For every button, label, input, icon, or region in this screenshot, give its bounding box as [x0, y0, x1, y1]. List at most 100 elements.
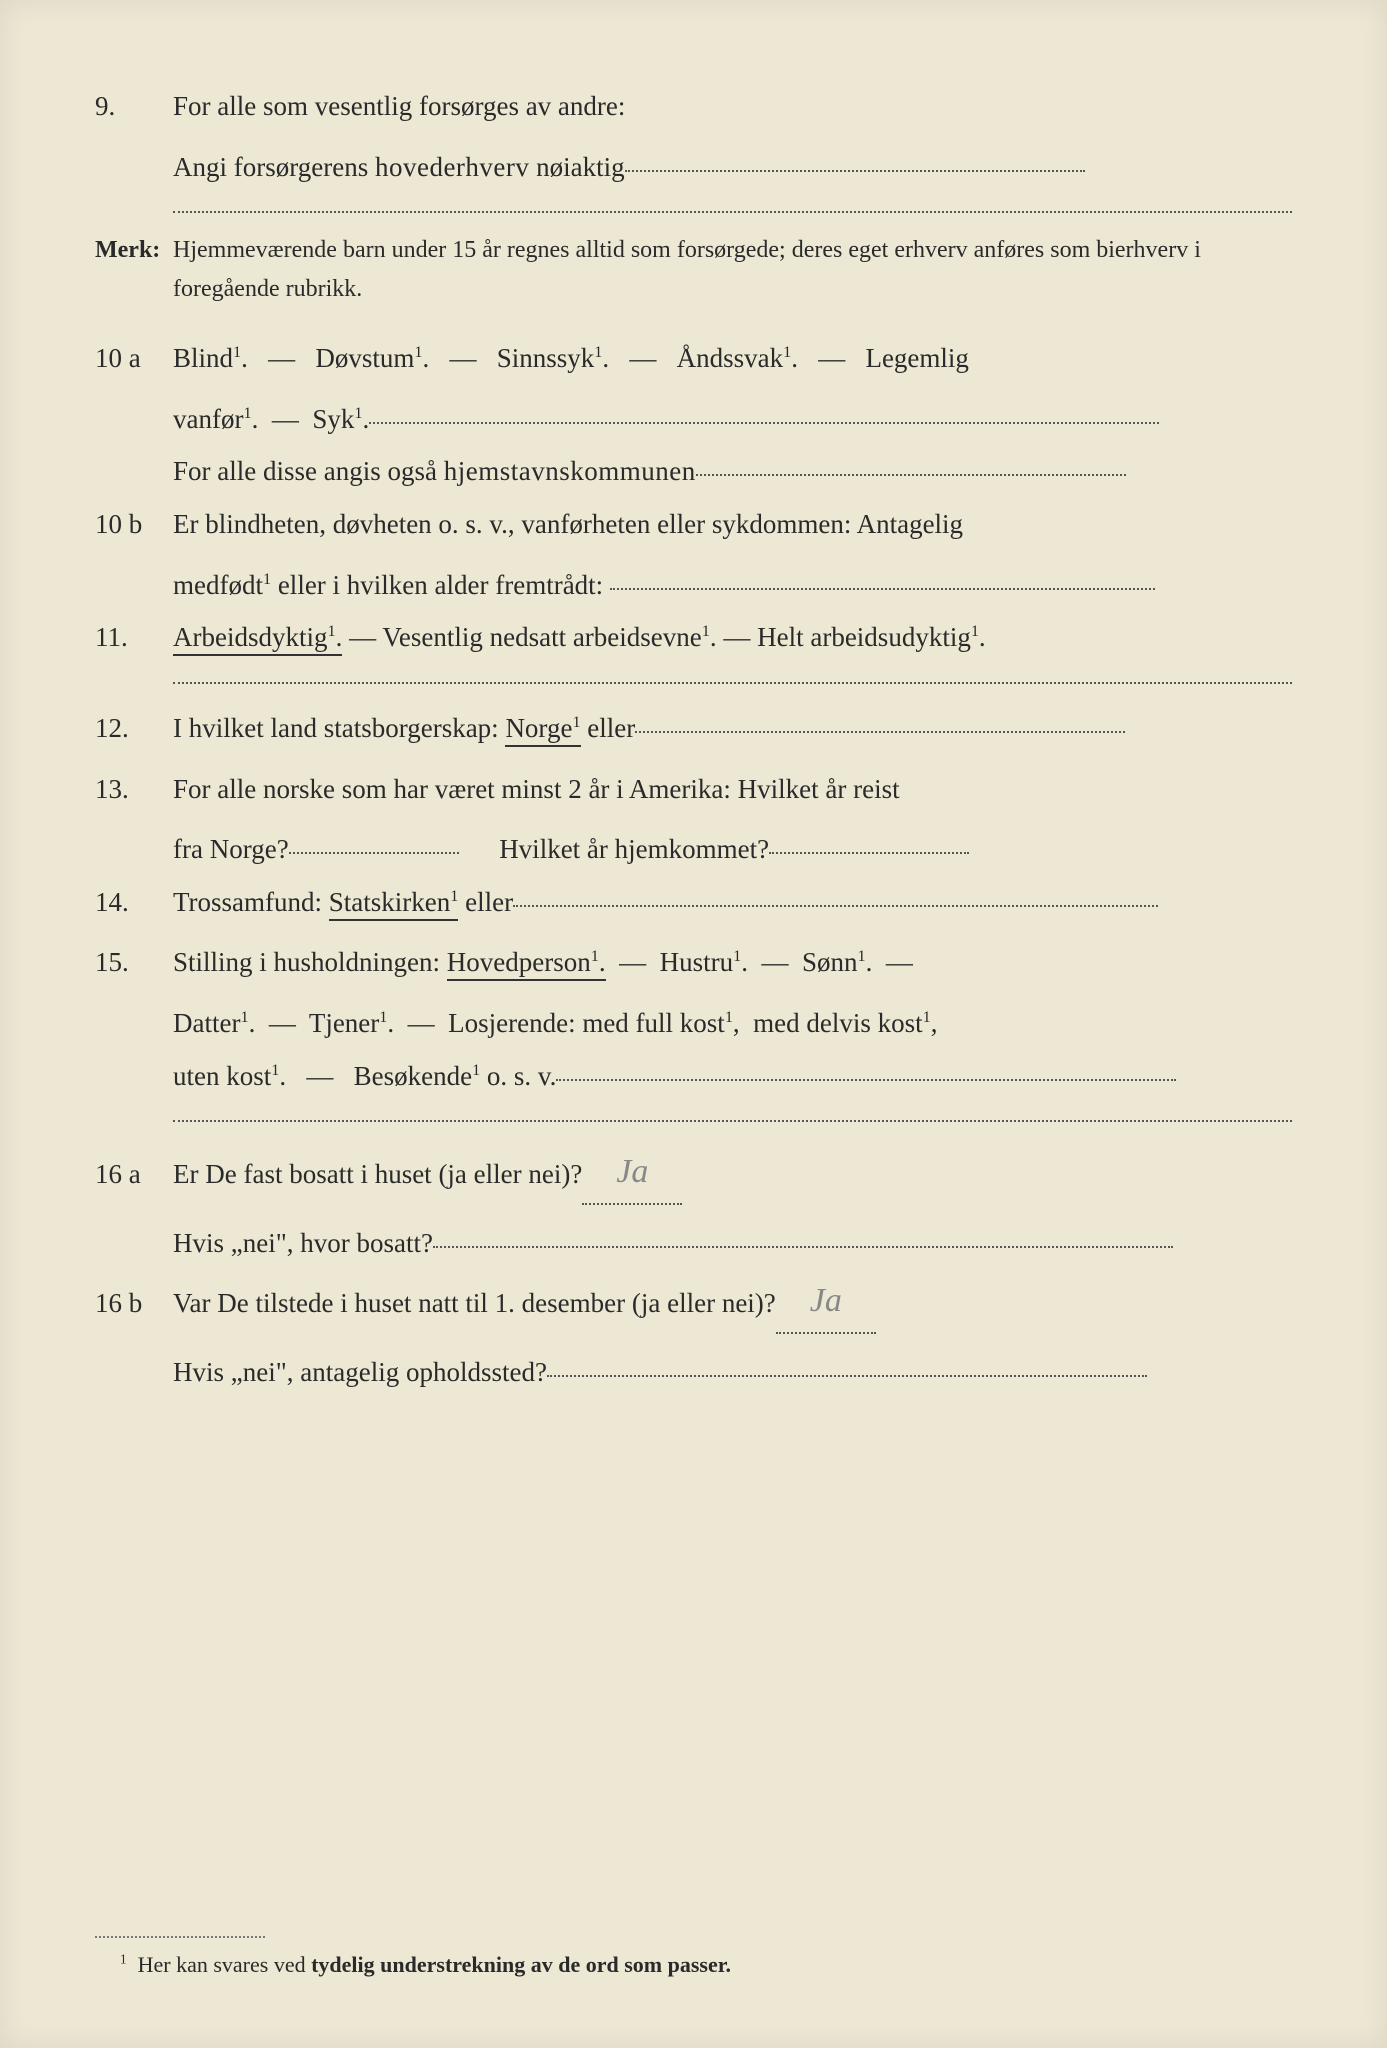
divider-after-11 — [173, 682, 1292, 684]
q15-opt7[interactable]: med delvis kost1, — [753, 1008, 937, 1038]
q9-line1: For alle som vesentlig forsørges av andr… — [173, 80, 1292, 133]
q16b-line2: Hvis „nei", antagelig opholdssted? — [173, 1346, 1292, 1399]
q10a-opt4[interactable]: Åndssvak1. — [677, 343, 798, 373]
q14-opt[interactable]: Statskirken1 — [329, 887, 459, 921]
q14-b: eller — [458, 887, 513, 917]
q16a-text: Er De fast bosatt i huset (ja eller nei)… — [173, 1159, 582, 1189]
q12-opt[interactable]: Norge1 — [505, 713, 580, 747]
q10a-opt1[interactable]: Blind1. — [173, 343, 248, 373]
question-9: 9. For alle som vesentlig forsørges av a… — [95, 80, 1292, 133]
q15-number: 15. — [95, 936, 173, 989]
q16b-line2-text: Hvis „nei", antagelig opholdssted? — [173, 1357, 547, 1387]
question-10b: 10 b Er blindheten, døvheten o. s. v., v… — [95, 498, 1292, 551]
q13-line2-a: fra Norge? — [173, 834, 289, 864]
q15-opt8[interactable]: uten kost1. — [173, 1061, 286, 1091]
q15-opt6[interactable]: Losjerende: med full kost1, — [448, 1008, 740, 1038]
q10a-opt5a: Legemlig — [865, 343, 968, 373]
q10b-medfodt[interactable]: medfødt1 — [173, 570, 271, 600]
q9-blank[interactable] — [625, 170, 1085, 172]
q16b-text: Var De tilstede i huset natt til 1. dese… — [173, 1288, 776, 1318]
q16a-blank2[interactable] — [433, 1246, 1173, 1248]
q10b-line2: medfødt1 eller i hvilken alder fremtrådt… — [173, 559, 1292, 612]
q10a-line2: vanfør1. — Syk1. — [173, 393, 1292, 446]
q13-line2-b: Hvilket år hjemkommet? — [499, 834, 769, 864]
census-form-page: 9. For alle som vesentlig forsørges av a… — [0, 0, 1387, 2048]
q11-end[interactable]: — Helt arbeidsudyktig1. — [717, 622, 986, 652]
q12-b: eller — [581, 713, 636, 743]
q15-line2: Datter1. — Tjener1. — Losjerende: med fu… — [173, 997, 1292, 1050]
q15-opt2[interactable]: Hustru1. — [660, 947, 748, 977]
q9-line2: Angi forsørgerens hovederhverv nøiaktig — [173, 141, 1292, 194]
q15-blank[interactable] — [556, 1079, 1176, 1081]
footnote-a: Her kan svares ved — [138, 1952, 312, 1977]
question-15: 15. Stilling i husholdningen: Hovedperso… — [95, 936, 1292, 989]
question-12: 12. I hvilket land statsborgerskap: Norg… — [95, 702, 1292, 755]
q10a-blank2[interactable] — [696, 474, 1126, 476]
q16a-number: 16 a — [95, 1148, 173, 1201]
q11-number: 11. — [95, 611, 173, 664]
q14-a: Trossamfund: — [173, 887, 329, 917]
q10b-line2-b: eller i hvilken alder fremtrådt: — [271, 570, 603, 600]
q16a-line2-text: Hvis „nei", hvor bosatt? — [173, 1228, 433, 1258]
q11-opt1[interactable]: Arbeidsdyktig1. — [173, 622, 342, 656]
q11-mid[interactable]: — Vesentlig nedsatt arbeidsevne1. — [342, 622, 716, 652]
q15-opt4[interactable]: Datter1. — [173, 1008, 255, 1038]
q12-number: 12. — [95, 702, 173, 755]
q11-content: Arbeidsdyktig1. — Vesentlig nedsatt arbe… — [173, 611, 1292, 664]
q10a-opt3[interactable]: Sinnssyk1. — [497, 343, 609, 373]
q16a-line2: Hvis „nei", hvor bosatt? — [173, 1217, 1292, 1270]
q12-a: I hvilket land statsborgerskap: — [173, 713, 505, 743]
q10a-line3-a: For alle disse angis også — [173, 456, 444, 486]
q16b-blank1[interactable]: Ja — [776, 1265, 876, 1333]
q10a-line3-b: hjemstavnskommunen — [444, 456, 696, 486]
q9-number: 9. — [95, 80, 173, 133]
q10a-number: 10 a — [95, 332, 173, 385]
q14-blank[interactable] — [513, 905, 1158, 907]
q10b-number: 10 b — [95, 498, 173, 551]
q13-line1: For alle norske som har været minst 2 år… — [173, 763, 1292, 816]
q16b-answer: Ja — [810, 1282, 842, 1319]
question-16a: 16 a Er De fast bosatt i huset (ja eller… — [95, 1140, 1292, 1208]
q16a-line1: Er De fast bosatt i huset (ja eller nei)… — [173, 1140, 1292, 1208]
q15-line3: uten kost1. — Besøkende1 o. s. v. — [173, 1050, 1292, 1103]
q15-a: Stilling i husholdningen: — [173, 947, 447, 977]
merk-note: Merk: Hjemmeværende barn under 15 år reg… — [95, 231, 1292, 308]
footnote-b: tydelig understrekning av de ord som pas… — [311, 1952, 731, 1977]
q10a-line1: Blind1. — Døvstum1. — Sinnssyk1. — Åndss… — [173, 332, 1292, 385]
q10a-blank1[interactable] — [369, 422, 1159, 424]
q15-opt9[interactable]: Besøkende1 — [354, 1061, 481, 1091]
q9-line2-c: nøiaktig — [529, 152, 624, 182]
q13-line2: fra Norge? Hvilket år hjemkommet? — [173, 823, 1292, 876]
q13-blank1[interactable] — [289, 852, 459, 854]
q10a-opt2[interactable]: Døvstum1. — [315, 343, 429, 373]
q12-content: I hvilket land statsborgerskap: Norge1 e… — [173, 702, 1292, 755]
q15-line3-c: o. s. v. — [480, 1061, 556, 1091]
q15-opt3[interactable]: Sønn1. — [802, 947, 872, 977]
q9-line2-b: hovederhverv — [375, 152, 529, 182]
q10a-opt5b[interactable]: vanfør1. — [173, 404, 258, 434]
footnote: 1 Her kan svares ved tydelig understrekn… — [120, 1952, 731, 1978]
q14-content: Trossamfund: Statskirken1 eller — [173, 876, 1292, 929]
footnote-num: 1 — [120, 1952, 127, 1967]
q16b-blank2[interactable] — [547, 1375, 1147, 1377]
q16b-line1: Var De tilstede i huset natt til 1. dese… — [173, 1269, 1292, 1337]
merk-label: Merk: — [95, 231, 173, 269]
question-10a: 10 a Blind1. — Døvstum1. — Sinnssyk1. — … — [95, 332, 1292, 385]
merk-text: Hjemmeværende barn under 15 år regnes al… — [173, 231, 1292, 308]
q16a-blank1[interactable]: Ja — [582, 1136, 682, 1204]
q10b-blank[interactable] — [610, 588, 1155, 590]
question-11: 11. Arbeidsdyktig1. — Vesentlig nedsatt … — [95, 611, 1292, 664]
divider-after-15 — [173, 1120, 1292, 1122]
q15-opt5[interactable]: Tjener1. — [309, 1008, 394, 1038]
q13-blank2[interactable] — [769, 852, 969, 854]
footnote-rule — [95, 1936, 265, 1938]
q16b-number: 16 b — [95, 1277, 173, 1330]
q9-line2-a: Angi forsørgerens — [173, 152, 375, 182]
q16a-answer: Ja — [616, 1153, 648, 1190]
divider-after-9 — [173, 211, 1292, 213]
q13-number: 13. — [95, 763, 173, 816]
q10a-opt6[interactable]: Syk1. — [312, 404, 369, 434]
q15-opt1[interactable]: Hovedperson1. — [447, 947, 606, 981]
q14-number: 14. — [95, 876, 173, 929]
q12-blank[interactable] — [635, 731, 1125, 733]
